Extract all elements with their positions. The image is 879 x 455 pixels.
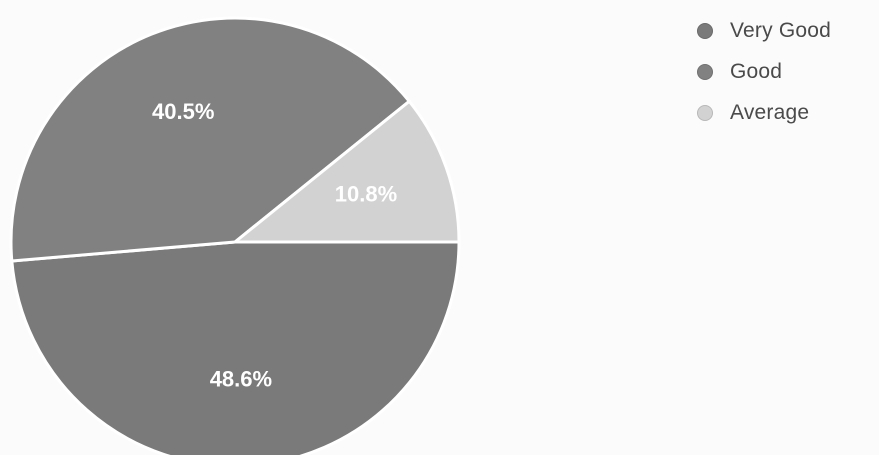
data-label-good: 40.5% [152,99,214,124]
pie-slice-good[interactable] [9,16,411,263]
legend-swatch-very-good [697,22,713,39]
legend-label-good: Good [730,59,783,83]
legend-label-average: Average [730,100,810,124]
legend-swatch-good [697,63,713,80]
data-label-average: 10.8% [335,182,397,207]
legend-swatch-average [697,104,713,121]
pie-slice-very-good[interactable] [10,240,461,455]
data-label-very-good: 48.6% [210,367,272,392]
legend-item-very-good[interactable]: Very Good [697,10,831,51]
chart-legend: Very Good Good Average [697,10,831,133]
legend-item-good[interactable]: Good [697,51,831,92]
legend-label-very-good: Very Good [730,18,832,42]
pie-slice-average[interactable] [233,99,461,244]
pie-data-labels: 48.6% 40.5% 10.8% [152,99,397,392]
legend-item-average[interactable]: Average [697,92,831,133]
pie-slices [9,16,461,455]
